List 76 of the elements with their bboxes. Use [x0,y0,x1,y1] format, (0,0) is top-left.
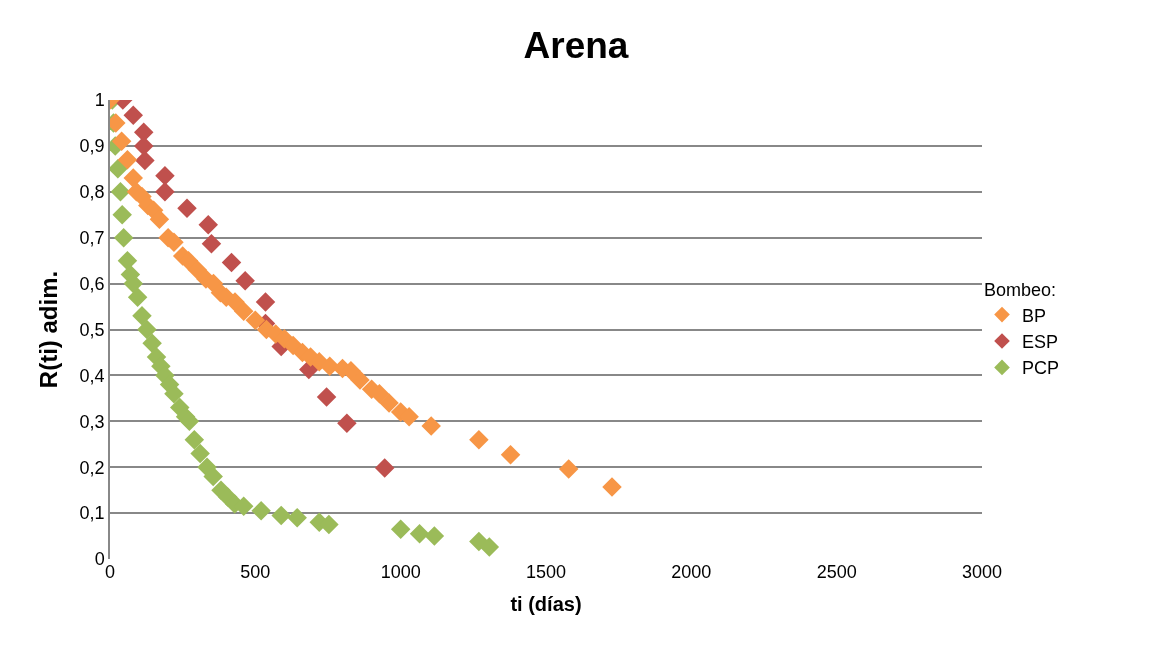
y-tick-label: 0,8 [79,182,105,203]
point [479,537,500,557]
point [201,233,222,254]
point [198,215,218,235]
y-tick-label: 0,4 [79,365,105,386]
point [123,105,143,125]
point [111,131,132,152]
point [123,168,143,188]
point [424,526,445,546]
legend-label: ESP [1022,332,1059,353]
point [149,209,170,230]
point [142,333,162,354]
point [177,198,197,219]
point [225,292,245,312]
x-tick-label: 2500 [816,562,857,582]
legend-label: BP [1022,305,1047,326]
point [409,524,430,544]
x-tick-label: 500 [240,562,271,582]
point [235,271,255,291]
chart-title: Arena [523,25,629,67]
point [271,505,291,526]
point [112,205,132,225]
legend-label: PCP [1022,358,1060,379]
point [319,356,340,376]
point [164,384,184,404]
point [127,287,148,308]
y-tick-label: 0,2 [79,457,105,478]
y-tick-label: 0,5 [79,319,105,340]
point [221,252,242,273]
point [190,443,210,464]
y-tick-label: 0,3 [79,411,105,432]
point [233,301,254,321]
point [110,159,128,179]
point [187,260,207,280]
point [251,501,271,521]
point [179,411,200,432]
point [155,182,175,202]
point [133,122,154,142]
y-tick-label: 0,9 [79,136,105,157]
point [390,519,411,539]
x-tick-label: 3000 [961,562,1003,582]
point [337,413,357,433]
point [500,445,521,465]
y-tick-label: 0,7 [79,228,105,248]
point [137,319,157,340]
point [602,477,622,497]
point [399,406,419,427]
point [255,292,276,312]
point [469,429,489,450]
point [421,416,441,436]
y-axis-title: R(ti) adim. [35,270,63,389]
point [132,305,152,326]
x-axis-title: ti (días) [510,592,582,615]
legend-title: Bombeo: [984,280,1057,301]
point [316,387,337,407]
point [117,149,138,170]
x-tick-label: 1000 [380,562,421,582]
point [287,507,307,528]
point [558,459,579,479]
y-tick-label: 1 [94,90,105,111]
y-tick-label: 0,6 [79,273,105,294]
point [379,393,399,413]
x-tick-label: 2000 [671,562,712,582]
point [155,165,175,186]
point [113,227,134,248]
y-tick-label: 0,1 [79,503,105,524]
x-tick-label: 1500 [525,562,567,582]
point [184,429,205,450]
point [350,370,370,390]
point [203,466,223,487]
point [245,310,266,331]
point [117,250,138,271]
point [110,182,131,202]
point [133,136,154,156]
point [374,458,395,478]
point [135,150,155,171]
